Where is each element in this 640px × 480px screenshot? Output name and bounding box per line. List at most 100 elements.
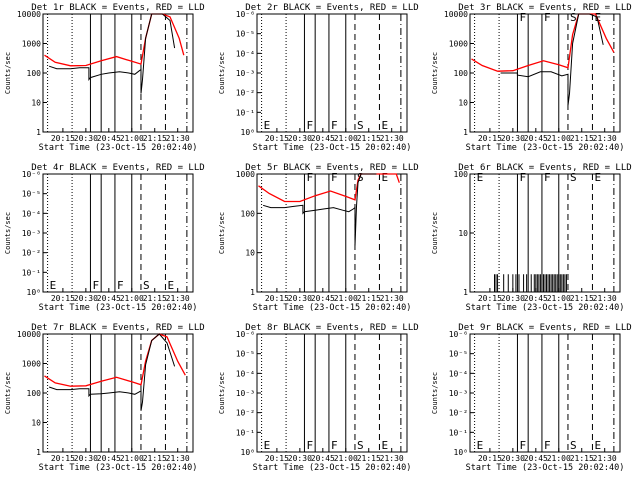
event-marker-label: E: [264, 119, 271, 132]
plot-frame: [256, 333, 408, 453]
x-axis-label: Start Time (23-Oct-15 20:02:40): [253, 463, 412, 473]
x-tick-label: 21:00: [547, 454, 571, 463]
x-tick-label: 21:00: [334, 294, 358, 303]
event-marker-label: S: [570, 11, 577, 24]
event-marker-label: S: [570, 171, 577, 184]
lld-rate-line: [44, 333, 186, 387]
x-tick-label: 20:30: [74, 454, 98, 463]
x-tick-label: 20:30: [74, 134, 98, 143]
event-marker-label: E: [264, 439, 271, 452]
x-tick-label: 20:30: [501, 454, 525, 463]
x-tick-label: 21:15: [357, 294, 381, 303]
y-tick-label: 10⁻⁵: [22, 190, 41, 199]
x-tick-label: 21:00: [547, 134, 571, 143]
event-marker-label: F: [331, 439, 338, 452]
x-tick-label: 20:45: [97, 294, 121, 303]
x-tick-label: 20:30: [74, 294, 98, 303]
x-tick-label: 20:15: [51, 454, 75, 463]
x-tick-label: 21:15: [143, 134, 167, 143]
y-tick-label: 10⁻³: [22, 229, 41, 238]
event-marker-label: E: [50, 279, 57, 292]
plot-frame: [42, 333, 194, 453]
panel-title: Det 6r BLACK = Events, RED = LLD: [458, 163, 631, 173]
x-tick-label: 20:45: [311, 454, 335, 463]
x-tick-label: 20:45: [524, 454, 548, 463]
x-tick-label: 20:30: [501, 294, 525, 303]
y-tick-label: 1000: [22, 40, 41, 49]
event-marker-label: F: [306, 439, 313, 452]
y-tick-label: 10⁰: [454, 448, 468, 457]
panel-title: Det 7r BLACK = Events, RED = LLD: [31, 323, 204, 333]
panel-title: Det 8r BLACK = Events, RED = LLD: [245, 323, 418, 333]
y-tick-label: 10⁻³: [449, 389, 468, 398]
event-marker-label: F: [519, 439, 526, 452]
y-tick-label: 1000: [236, 170, 255, 179]
y-tick-label: 1: [463, 288, 468, 297]
event-rate-line: [48, 333, 176, 411]
x-tick-label: 21:00: [334, 454, 358, 463]
x-tick-label: 21:15: [570, 454, 594, 463]
x-tick-label: 21:15: [570, 294, 594, 303]
x-axis-label: Start Time (23-Oct-15 20:02:40): [39, 463, 198, 473]
x-tick-label: 20:15: [51, 134, 75, 143]
event-marker-label: E: [477, 439, 484, 452]
x-tick-label: 20:45: [524, 134, 548, 143]
y-tick-label: 10⁻²: [236, 89, 255, 98]
y-tick-label: 10⁻⁴: [449, 369, 468, 378]
x-tick-label: 20:15: [51, 294, 75, 303]
y-tick-label: 10⁻⁵: [236, 350, 255, 359]
y-tick-label: 10⁻⁶: [22, 170, 41, 179]
x-tick-label: 21:15: [357, 454, 381, 463]
x-tick-label: 20:30: [501, 134, 525, 143]
x-tick-label: 20:30: [288, 294, 312, 303]
x-tick-label: 21:30: [166, 454, 190, 463]
event-marker-label: F: [306, 119, 313, 132]
plot-frame: [469, 333, 621, 453]
y-axis-label: Counts/sec: [218, 372, 226, 414]
x-tick-label: 21:15: [143, 454, 167, 463]
y-tick-label: 1: [36, 128, 41, 137]
y-tick-label: 10⁻³: [236, 69, 255, 78]
x-tick-label: 21:30: [166, 134, 190, 143]
detector-panel: Det 8r BLACK = Events, RED = LLD Counts/s…: [218, 323, 419, 473]
event-marker-label: S: [357, 439, 364, 452]
plot-frame: [42, 173, 194, 293]
event-rate-line: [500, 13, 604, 106]
y-tick-label: 10⁻²: [236, 409, 255, 418]
y-tick-label: 10⁻³: [236, 389, 255, 398]
y-axis-label: Counts/sec: [218, 212, 226, 254]
detector-panel: Det 2r BLACK = Events, RED = LLD Counts/s…: [218, 3, 419, 153]
y-tick-label: 10: [245, 249, 255, 258]
detector-panel: Det 4r BLACK = Events, RED = LLD Counts/s…: [4, 163, 205, 313]
event-marker-label: S: [570, 439, 577, 452]
x-tick-label: 21:30: [593, 454, 617, 463]
lld-rate-line: [471, 13, 615, 72]
panel-title: Det 3r BLACK = Events, RED = LLD: [458, 3, 631, 13]
event-marker-label: F: [544, 11, 551, 24]
x-tick-label: 20:45: [311, 294, 335, 303]
y-tick-label: 100: [27, 69, 42, 78]
x-tick-label: 20:45: [97, 134, 121, 143]
plot-frame: [256, 13, 408, 133]
y-tick-label: 10⁻⁵: [449, 350, 468, 359]
x-tick-label: 20:45: [524, 294, 548, 303]
event-marker-label: E: [381, 119, 388, 132]
y-tick-label: 10⁻⁴: [236, 49, 255, 58]
event-marker-label: F: [92, 279, 99, 292]
y-tick-label: 10⁻²: [22, 249, 41, 258]
event-marker-label: E: [381, 439, 388, 452]
y-tick-label: 10: [31, 419, 41, 428]
y-tick-label: 10⁻⁶: [236, 10, 255, 19]
y-axis-label: Counts/sec: [4, 212, 12, 254]
x-tick-label: 21:00: [120, 294, 144, 303]
y-tick-label: 10⁻⁴: [22, 209, 41, 218]
y-axis-label: Counts/sec: [4, 52, 12, 94]
y-tick-label: 1: [250, 288, 255, 297]
x-tick-label: 21:15: [357, 134, 381, 143]
event-marker-label: E: [477, 171, 484, 184]
y-tick-label: 1000: [22, 360, 41, 369]
y-axis-label: Counts/sec: [431, 212, 439, 254]
x-axis-label: Start Time (23-Oct-15 20:02:40): [39, 143, 198, 153]
y-axis-label: Counts/sec: [431, 52, 439, 94]
detector-panel: Det 3r BLACK = Events, RED = LLD Counts/s…: [431, 3, 632, 153]
